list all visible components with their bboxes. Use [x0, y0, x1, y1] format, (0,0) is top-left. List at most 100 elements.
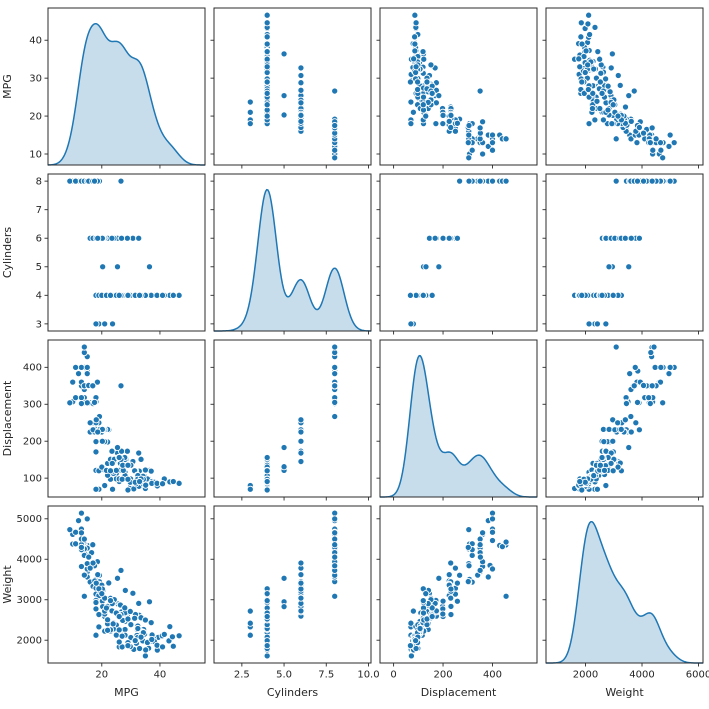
scatter-point [502, 177, 510, 185]
scatter-point [246, 98, 254, 106]
scatter-point [263, 486, 271, 494]
scatter-point [625, 92, 633, 100]
scatter-point [456, 177, 464, 185]
scatter-point [411, 40, 419, 48]
scatter-point [142, 481, 150, 489]
scatter-point [578, 291, 586, 299]
scatter-point [488, 536, 497, 545]
scatter-point [94, 428, 102, 436]
scatter-point [479, 150, 487, 158]
scatter-point [331, 146, 339, 154]
scatter-point [602, 320, 610, 328]
scatter-point [422, 590, 430, 598]
scatter-point [598, 453, 606, 462]
scatter-point [476, 177, 484, 185]
x-tick-label: 10.0 [357, 670, 379, 681]
scatter-point [83, 515, 91, 523]
subplot-border [213, 173, 372, 332]
scatter-point [90, 398, 99, 406]
scatter-point [608, 120, 616, 128]
scatter-point [411, 47, 419, 55]
y-tick-label: 5 [36, 262, 42, 273]
scatter-point [159, 291, 167, 299]
scatter-point [465, 131, 473, 139]
scatter-point [145, 598, 154, 606]
scatter-point [85, 553, 93, 561]
scatter-point [124, 291, 132, 299]
scatter-point [578, 486, 586, 494]
scatter-point [639, 381, 648, 389]
scatter-point [94, 571, 102, 579]
subplot-border [545, 7, 704, 166]
subplot-border [545, 173, 704, 332]
scatter-point [414, 85, 422, 94]
scatter-point [596, 461, 604, 469]
scatter-point [502, 592, 510, 600]
scatter-point [147, 619, 155, 627]
scatter-point [297, 99, 305, 107]
scatter-point [598, 89, 606, 97]
scatter-point [94, 234, 102, 242]
scatter-point [89, 559, 97, 567]
scatter-point [134, 624, 142, 633]
scatter-point [419, 93, 428, 101]
scatter-point [124, 486, 132, 494]
scatter-point [590, 65, 598, 73]
scatter-point [297, 607, 305, 615]
scatter-point [98, 590, 106, 598]
scatter-point [246, 108, 254, 116]
scatter-point [597, 61, 605, 69]
scatter-point [488, 565, 497, 573]
scatter-point [594, 48, 602, 56]
scatter-point [582, 47, 590, 55]
scatter-point [416, 624, 424, 633]
scatter-point [297, 579, 305, 587]
scatter-point [502, 135, 510, 143]
scatter-point [468, 146, 476, 154]
scatter-point [627, 428, 635, 436]
scatter-point [95, 611, 103, 619]
scatter-point [581, 68, 589, 77]
scatter-point [108, 234, 116, 242]
scatter-point [419, 609, 428, 617]
kde-line [47, 22, 205, 166]
scatter-point [407, 98, 415, 106]
scatter-point [263, 652, 271, 660]
scatter-point [612, 343, 620, 351]
scatter-point [117, 566, 125, 574]
scatter-point [464, 578, 472, 586]
scatter-point [331, 412, 339, 421]
scatter-point [578, 78, 586, 86]
scatter-point [445, 234, 453, 242]
scatter-point [625, 443, 633, 452]
scatter-point [331, 515, 339, 523]
scatter-point [476, 124, 484, 132]
scatter-point [331, 370, 339, 378]
kde-fill [380, 355, 537, 497]
scatter-point [66, 177, 74, 185]
scatter-point [263, 33, 271, 41]
y-axis-label: Displacement [1, 380, 14, 456]
scatter-point [246, 619, 254, 627]
scatter-point [586, 30, 594, 39]
scatter-point [585, 11, 593, 19]
y-tick-label: 4000 [17, 555, 42, 566]
subplot-weight-vs-displacement: 0 200 400 [376, 505, 538, 681]
scatter-point [136, 644, 144, 653]
scatter-point [409, 108, 417, 116]
kde-line [214, 188, 372, 332]
scatter-point [665, 370, 673, 378]
scatter-point [263, 453, 271, 462]
scatter-point [98, 463, 106, 471]
y-axis-label: MPG [1, 74, 14, 99]
scatter-point [625, 263, 633, 271]
scatter-point [630, 382, 638, 390]
scatter-point [263, 11, 271, 19]
scatter-point [596, 55, 604, 63]
x-tick-label: 4000 [629, 670, 654, 681]
scatter-point [169, 642, 177, 650]
scatter-point [106, 467, 115, 475]
scatter-point [74, 517, 83, 525]
scatter-point [90, 177, 99, 185]
